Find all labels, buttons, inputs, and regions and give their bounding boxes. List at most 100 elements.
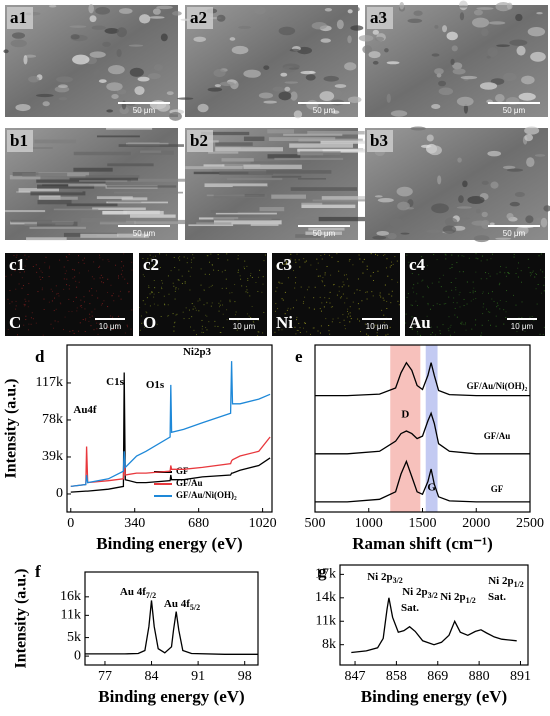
texture bbox=[341, 286, 343, 288]
texture bbox=[535, 272, 537, 274]
texture bbox=[432, 305, 434, 307]
texture bbox=[434, 25, 439, 29]
texture bbox=[10, 321, 12, 323]
annotation-text: Ni 2p bbox=[440, 591, 465, 603]
texture bbox=[167, 304, 169, 306]
texture bbox=[342, 314, 344, 316]
texture bbox=[281, 282, 283, 284]
texture bbox=[196, 222, 232, 225]
texture bbox=[298, 259, 300, 261]
texture bbox=[495, 94, 505, 103]
texture bbox=[543, 290, 545, 292]
texture bbox=[246, 265, 248, 267]
texture bbox=[336, 253, 338, 255]
texture bbox=[362, 272, 364, 274]
texture bbox=[337, 261, 339, 263]
texture bbox=[85, 175, 140, 179]
map-background bbox=[405, 253, 545, 336]
texture bbox=[477, 258, 479, 260]
texture bbox=[210, 285, 212, 287]
texture bbox=[200, 268, 202, 270]
texture bbox=[344, 62, 357, 71]
texture bbox=[69, 25, 87, 28]
texture bbox=[439, 277, 441, 279]
texture bbox=[25, 315, 27, 317]
texture bbox=[480, 278, 482, 280]
texture bbox=[362, 261, 364, 263]
panel-label: c1 bbox=[9, 255, 25, 274]
texture bbox=[257, 319, 259, 321]
texture bbox=[323, 306, 325, 308]
texture bbox=[496, 306, 498, 308]
texture bbox=[72, 300, 74, 302]
texture bbox=[7, 298, 9, 300]
texture bbox=[131, 269, 133, 271]
texture bbox=[80, 305, 82, 307]
texture bbox=[15, 300, 17, 302]
texture bbox=[427, 304, 429, 306]
texture bbox=[50, 323, 52, 325]
legend-label: GF/Au/Ni(OH)₂ bbox=[176, 490, 237, 500]
texture bbox=[347, 308, 349, 310]
texture bbox=[274, 331, 276, 333]
texture bbox=[411, 323, 413, 325]
texture bbox=[295, 234, 321, 238]
texture bbox=[299, 266, 301, 268]
y-tick-label: 14k bbox=[315, 590, 336, 605]
texture bbox=[130, 178, 187, 182]
texture bbox=[536, 273, 538, 275]
texture bbox=[454, 314, 456, 316]
micrograph: b1 50 μm bbox=[5, 128, 207, 241]
legend-label: GF/Au bbox=[176, 478, 203, 488]
texture bbox=[516, 331, 518, 333]
texture bbox=[289, 143, 353, 148]
texture bbox=[68, 288, 70, 290]
texture bbox=[268, 137, 336, 141]
texture bbox=[63, 278, 65, 280]
texture bbox=[381, 309, 383, 311]
texture bbox=[255, 281, 257, 283]
texture bbox=[206, 315, 208, 317]
texture bbox=[387, 232, 397, 240]
texture bbox=[294, 287, 296, 289]
texture bbox=[487, 292, 489, 294]
texture bbox=[97, 333, 99, 335]
texture bbox=[472, 292, 474, 294]
texture bbox=[89, 15, 97, 23]
texture bbox=[306, 331, 308, 333]
texture bbox=[449, 326, 451, 328]
texture bbox=[427, 302, 429, 304]
texture bbox=[301, 204, 356, 209]
texture bbox=[142, 300, 144, 302]
texture bbox=[49, 265, 51, 267]
texture bbox=[30, 191, 86, 196]
texture bbox=[188, 270, 190, 272]
texture bbox=[206, 302, 208, 304]
texture bbox=[306, 289, 308, 291]
panel-label: a3 bbox=[370, 8, 387, 27]
texture bbox=[281, 329, 283, 331]
texture bbox=[30, 323, 32, 325]
texture bbox=[390, 264, 392, 266]
texture bbox=[536, 303, 538, 305]
texture bbox=[243, 69, 261, 78]
texture bbox=[130, 214, 176, 218]
texture bbox=[319, 296, 321, 298]
texture bbox=[19, 271, 21, 273]
texture bbox=[168, 293, 170, 295]
texture bbox=[462, 271, 464, 273]
texture bbox=[344, 302, 346, 304]
texture bbox=[106, 201, 168, 204]
texture bbox=[186, 262, 188, 264]
texture bbox=[234, 284, 236, 286]
texture bbox=[463, 255, 465, 257]
texture bbox=[475, 271, 477, 273]
texture bbox=[151, 291, 153, 293]
y-tick-label: 5k bbox=[67, 630, 81, 645]
texture bbox=[479, 82, 498, 90]
texture bbox=[209, 273, 211, 275]
texture bbox=[475, 298, 477, 300]
panel-label: a2 bbox=[190, 8, 207, 27]
scale-label: 50 μm bbox=[133, 229, 156, 238]
texture bbox=[222, 326, 224, 328]
